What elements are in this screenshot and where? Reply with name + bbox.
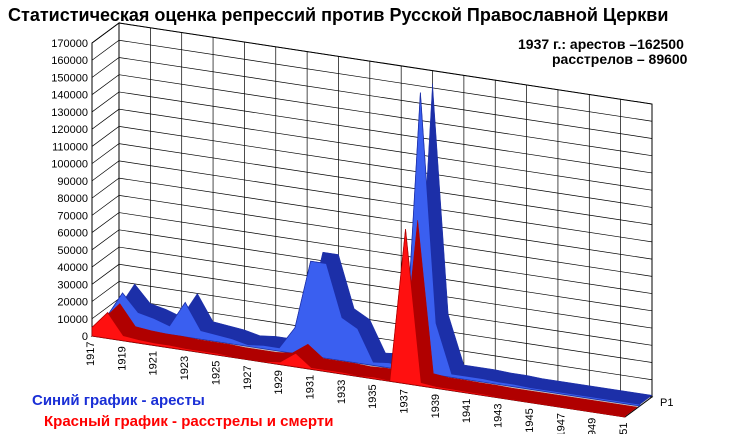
- arrests-area: [106, 92, 641, 407]
- x-axis: 1917 1919 1921 1923 1925 1927 1929 1931 1933 1935…: [85, 342, 630, 434]
- y-tick-label: 160000: [51, 55, 88, 67]
- x-tick-label: 1919: [116, 346, 128, 370]
- x-tick-label: 1945: [524, 408, 536, 432]
- y-tick-label: 70000: [57, 210, 88, 222]
- annotation-arrests-1937: 1937 г.: арестов –162500: [518, 36, 684, 52]
- executions-area: [91, 229, 626, 418]
- legend-executions: Красный график - расстрелы и смерти: [44, 413, 334, 430]
- y-tick-label: 150000: [51, 72, 88, 84]
- x-tick-label: 1917: [85, 342, 97, 366]
- x-tick-label: 1923: [179, 356, 191, 380]
- y-tick-label: 0: [82, 331, 88, 343]
- chart-areas: [91, 83, 653, 418]
- y-tick-label: 120000: [51, 124, 88, 136]
- series-axis-label: Р1: [660, 397, 673, 409]
- y-tick-label: 100000: [51, 159, 88, 171]
- x-tick-label: 1921: [148, 351, 160, 375]
- chart-gridlines: [91, 22, 653, 398]
- x-tick-label: 1937: [399, 389, 411, 413]
- x-tick-label: 1927: [242, 365, 254, 389]
- legend-arrests: Синий график - аресты: [32, 392, 205, 409]
- x-tick-label: 1951: [618, 423, 630, 434]
- y-tick-label: 140000: [51, 90, 88, 102]
- x-tick-label: 1933: [336, 380, 348, 404]
- y-tick-label: 40000: [57, 262, 88, 274]
- side-wall: [91, 22, 120, 337]
- y-tick-label: 30000: [57, 279, 88, 291]
- y-tick-label: 20000: [57, 297, 88, 309]
- x-tick-label: 1929: [273, 370, 285, 394]
- chart-title: Статистическая оценка репрессий против Р…: [8, 5, 669, 25]
- y-tick-label: 170000: [51, 38, 88, 50]
- x-tick-label: 1939: [430, 394, 442, 418]
- x-tick-label: 1949: [587, 418, 599, 434]
- x-tick-label: 1931: [304, 375, 316, 399]
- x-tick-label: 1947: [555, 413, 567, 434]
- x-tick-label: 1935: [367, 384, 379, 408]
- y-tick-label: 110000: [52, 141, 88, 153]
- y-tick-label: 80000: [57, 193, 88, 205]
- x-tick-label: 1925: [210, 361, 222, 385]
- annotation-executions-1937: расстрелов – 89600: [552, 51, 688, 67]
- y-tick-label: 10000: [57, 314, 88, 326]
- y-axis: 0 10000 20000 30000 40000 50000 60000 70000 8000…: [51, 38, 88, 343]
- x-tick-label: 1943: [493, 403, 505, 427]
- y-tick-label: 90000: [57, 176, 88, 188]
- y-tick-label: 50000: [57, 245, 88, 257]
- y-tick-label: 60000: [57, 228, 88, 240]
- y-tick-label: 130000: [51, 107, 88, 119]
- x-tick-label: 1941: [461, 399, 473, 423]
